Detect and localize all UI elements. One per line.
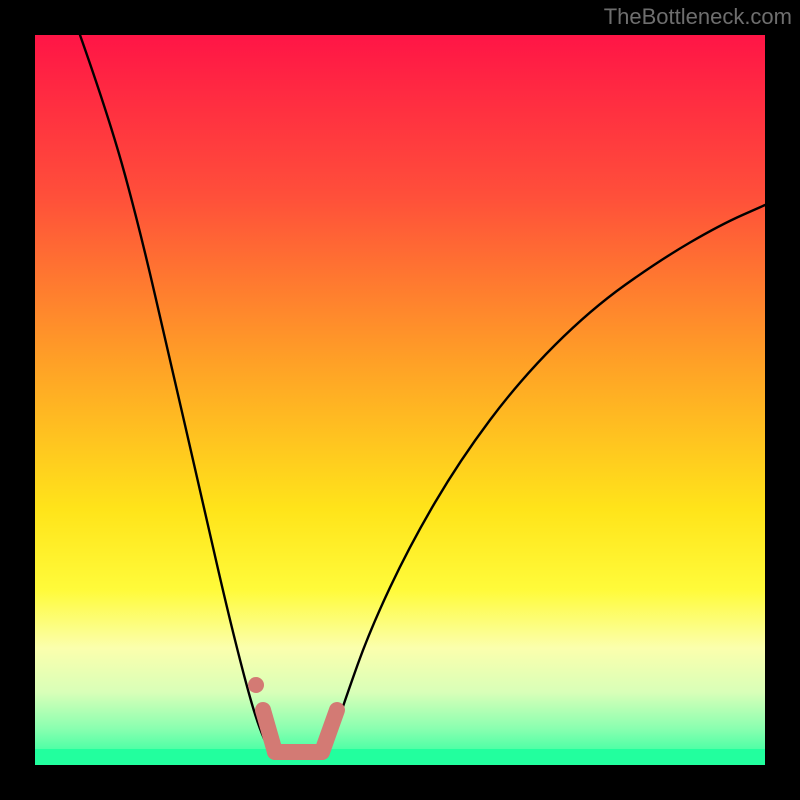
plot-background xyxy=(35,35,765,765)
green-band xyxy=(35,749,765,765)
watermark-text: TheBottleneck.com xyxy=(604,4,792,30)
bottleneck-chart xyxy=(0,0,800,800)
highlight-dot xyxy=(248,677,264,693)
chart-canvas: TheBottleneck.com xyxy=(0,0,800,800)
